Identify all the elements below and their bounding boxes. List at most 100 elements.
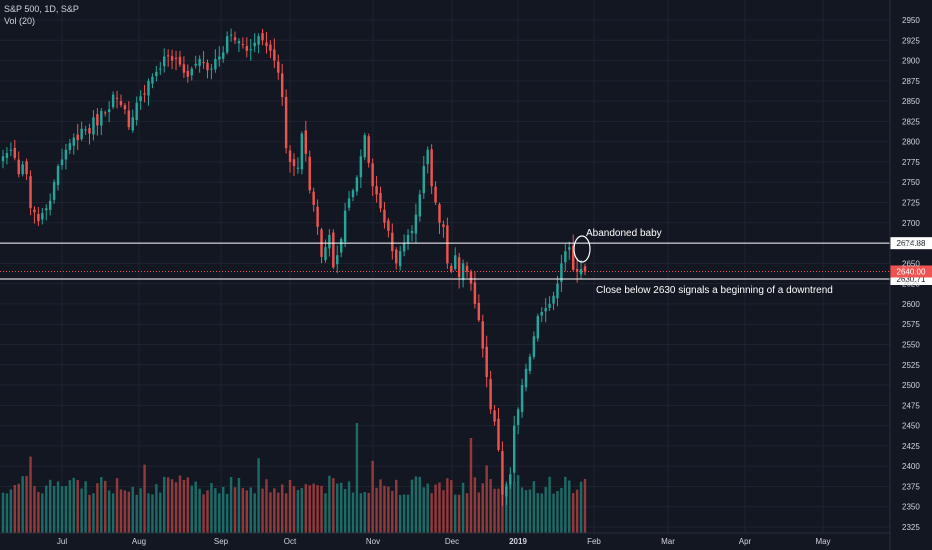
volume-bar	[402, 494, 406, 533]
y-tick-label: 2675	[902, 239, 920, 248]
volume-bar	[548, 476, 551, 533]
y-tick-label: 2775	[902, 158, 920, 167]
volume-bar	[119, 489, 123, 533]
y-tick-label: 2925	[902, 36, 920, 45]
candle-body	[422, 166, 425, 194]
candle-body	[37, 213, 40, 222]
volume-bar	[229, 476, 233, 533]
volume-bar	[426, 483, 429, 533]
candle-body	[560, 263, 563, 282]
candle-body	[316, 206, 319, 227]
volume-bar	[473, 477, 477, 533]
volume-bar	[261, 488, 264, 533]
time-axis: Jul Aug Sep Oct Nov Dec 2019 Feb Mar Apr May	[0, 532, 890, 546]
candle-body	[194, 63, 197, 66]
volume-bar	[237, 477, 241, 533]
candle-body	[355, 177, 359, 192]
candle-body	[446, 225, 449, 264]
y-tick-label: 2525	[902, 361, 920, 370]
volume-bar	[190, 485, 193, 533]
volume-bar	[269, 492, 272, 533]
volume-bar	[33, 486, 36, 533]
candle-body	[190, 68, 193, 76]
volume-bar	[532, 481, 536, 533]
volume-bar	[80, 488, 83, 533]
candle-body	[182, 64, 186, 73]
last-price-tag	[890, 265, 932, 278]
y-tick-label: 2475	[902, 401, 920, 410]
candle-body	[288, 150, 292, 162]
candle-body	[163, 56, 166, 67]
candle-body	[202, 62, 205, 64]
volume-bar	[485, 465, 488, 533]
candle-body	[233, 37, 237, 41]
candle-body	[544, 307, 547, 312]
candle-body	[548, 303, 551, 308]
candle-body	[575, 268, 579, 272]
annotation-abandoned-baby: Abandoned baby	[586, 228, 662, 239]
candle-body	[198, 58, 201, 66]
y-tick-label: 2425	[902, 442, 920, 451]
candle-body	[343, 210, 347, 242]
volume-bar	[540, 493, 543, 533]
candle-body	[111, 94, 115, 108]
abandoned-baby-circle	[573, 235, 591, 263]
candle-body	[379, 192, 382, 209]
volume-bar	[516, 475, 520, 533]
volume-bar	[277, 492, 280, 533]
candle-body	[265, 42, 268, 46]
volume-bar	[225, 493, 229, 533]
volume-bar	[143, 464, 146, 533]
candle-body	[13, 147, 17, 158]
candle-body	[347, 198, 351, 208]
x-tick-label: Feb	[587, 537, 601, 546]
volume-bar	[221, 486, 225, 533]
y-tick-label: 2850	[902, 97, 920, 106]
volume-bar	[245, 490, 249, 533]
volume-bar	[147, 493, 150, 533]
volume-bar	[446, 478, 449, 533]
volume-bar	[457, 494, 461, 533]
volume-bar	[135, 494, 138, 533]
candle-body	[135, 102, 138, 120]
volume-bar	[505, 483, 508, 533]
candle-body	[516, 409, 520, 425]
y-tick-label: 2725	[902, 199, 920, 208]
candle-body	[292, 159, 296, 167]
candle-body	[351, 190, 355, 198]
candle-body	[564, 251, 567, 263]
volume-bar	[398, 494, 402, 533]
volume-bar	[56, 481, 60, 533]
candle-body	[509, 474, 512, 485]
volume-bar	[469, 438, 473, 533]
volume-bar	[544, 486, 547, 533]
y-tick-label: 2450	[902, 422, 920, 431]
volume-bar	[339, 482, 343, 533]
candle-body	[375, 186, 378, 195]
candle-body	[336, 255, 339, 265]
candle-body	[410, 230, 414, 234]
candle-body	[206, 62, 209, 71]
candle-body	[29, 176, 32, 209]
volume-bar	[37, 491, 40, 533]
y-tick-label: 2825	[902, 117, 920, 126]
candle-body	[438, 204, 441, 223]
volume-bar	[379, 479, 382, 533]
volume-bar	[324, 493, 327, 533]
volume-bar	[257, 458, 260, 533]
volume-bar	[536, 493, 540, 533]
last-price-label: 2640.00	[897, 267, 926, 276]
candle-body	[155, 71, 158, 77]
volume-bars	[1, 423, 587, 533]
candle-body	[178, 56, 182, 65]
candle-body	[497, 418, 500, 450]
volume-bar	[273, 488, 276, 533]
volume-bar	[414, 476, 418, 533]
volume-bar	[115, 478, 119, 533]
y-tick-label: 2600	[902, 300, 920, 309]
y-tick-label: 2750	[902, 178, 920, 187]
volume-bar	[312, 483, 315, 533]
volume-bar	[194, 481, 197, 533]
volume-bar	[316, 485, 319, 533]
candle-body	[88, 127, 91, 134]
